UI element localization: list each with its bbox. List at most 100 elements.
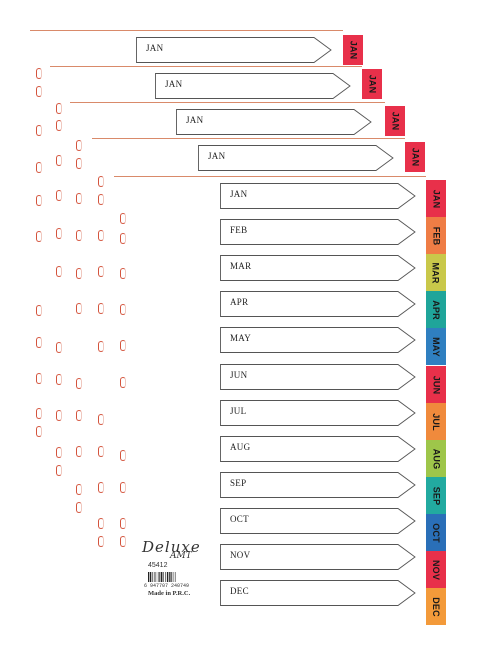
tab-jul[interactable]: JUL: [426, 403, 446, 440]
product-code: 45412: [148, 562, 168, 569]
punch-hole-icon: [56, 447, 62, 458]
tab-may[interactable]: MAY: [426, 328, 446, 365]
arrow-outline-icon: [220, 544, 416, 570]
punch-hole-icon: [76, 158, 82, 169]
punch-hole-icon: [98, 482, 104, 493]
tab-label: JUN: [430, 375, 441, 394]
punch-hole-icon: [120, 450, 126, 461]
tab-sep[interactable]: SEP: [426, 477, 446, 514]
punch-hole-icon: [120, 340, 126, 351]
arrow-outline-icon: [220, 436, 416, 462]
arrow-outline-icon: [220, 219, 416, 245]
arrow-label: MAR: [230, 261, 252, 271]
tab-aug[interactable]: AUG: [426, 440, 446, 477]
brand-subline: AMT: [170, 551, 192, 561]
tab-mar[interactable]: MAR: [426, 254, 446, 291]
tab-jan[interactable]: JAN: [426, 180, 446, 217]
punch-hole-icon: [56, 228, 62, 239]
punch-hole-icon: [120, 536, 126, 547]
tab-jun[interactable]: JUN: [426, 366, 446, 403]
punch-hole-icon: [98, 303, 104, 314]
punch-hole-icon: [98, 176, 104, 187]
arrow-label: NOV: [230, 550, 251, 560]
tab-label: JUL: [430, 412, 441, 431]
brand-label: Deluxe AMT 45412 6 947707 240749 Made in…: [142, 538, 220, 597]
punch-hole-icon: [56, 410, 62, 421]
arrow-label: JAN: [230, 189, 248, 199]
tab-oct[interactable]: OCT: [426, 514, 446, 551]
tab-feb[interactable]: FEB: [426, 217, 446, 254]
arrow-outline-icon: [198, 145, 394, 171]
arrow-outline-icon: [220, 580, 416, 606]
arrow-outline-icon: [220, 364, 416, 390]
punch-hole-icon: [76, 140, 82, 151]
tab-nov[interactable]: NOV: [426, 551, 446, 588]
punch-hole-icon: [120, 377, 126, 388]
tab-label: JAN: [366, 74, 377, 94]
punch-hole-icon: [76, 230, 82, 241]
punch-hole-icon: [76, 484, 82, 495]
tab-dec[interactable]: DEC: [426, 588, 446, 625]
month-arrow-field: JAN: [155, 73, 351, 99]
arrow-label: JAN: [165, 79, 183, 89]
punch-hole-icon: [36, 231, 42, 242]
tab-label: OCT: [430, 522, 441, 543]
tab-label: FEB: [430, 226, 441, 245]
punch-hole-icon: [36, 408, 42, 419]
month-arrow-field: JAN: [176, 109, 372, 135]
tab-jan[interactable]: JAN: [362, 69, 382, 99]
tab-jan[interactable]: JAN: [385, 106, 405, 136]
punch-hole-icon: [120, 268, 126, 279]
punch-hole-icon: [76, 410, 82, 421]
month-arrow-may: MAY: [220, 327, 416, 353]
arrow-label: APR: [230, 297, 249, 307]
month-arrow-sep: SEP: [220, 472, 416, 498]
arrow-label: DEC: [230, 586, 249, 596]
tab-label: APR: [430, 299, 441, 320]
month-arrow-field: JAN: [198, 145, 394, 171]
punch-hole-icon: [98, 194, 104, 205]
barcode-number: 6 947707 240749: [144, 583, 190, 589]
punch-hole-icon: [36, 162, 42, 173]
punch-hole-icon: [36, 373, 42, 384]
punch-hole-icon: [98, 536, 104, 547]
month-arrow-jan: JAN: [220, 183, 416, 209]
arrow-outline-icon: [176, 109, 372, 135]
tab-label: MAR: [431, 261, 442, 284]
month-arrow-mar: MAR: [220, 255, 416, 281]
punch-hole-icon: [76, 446, 82, 457]
month-arrow-oct: OCT: [220, 508, 416, 534]
punch-hole-icon: [120, 482, 126, 493]
arrow-outline-icon: [220, 183, 416, 209]
punch-hole-icon: [76, 303, 82, 314]
punch-hole-icon: [56, 155, 62, 166]
punch-hole-icon: [98, 446, 104, 457]
punch-hole-icon: [36, 68, 42, 79]
tab-apr[interactable]: APR: [426, 291, 446, 328]
arrow-outline-icon: [220, 508, 416, 534]
month-arrow-jun: JUN: [220, 364, 416, 390]
arrow-label: JUN: [230, 370, 248, 380]
punch-hole-icon: [56, 190, 62, 201]
tab-label: AUG: [431, 448, 442, 469]
arrow-outline-icon: [220, 327, 416, 353]
barcode-icon: [148, 572, 176, 582]
tab-label: SEP: [430, 486, 441, 505]
tab-jan[interactable]: JAN: [343, 35, 363, 65]
arrow-outline-icon: [136, 37, 332, 63]
punch-hole-icon: [36, 86, 42, 97]
tab-jan[interactable]: JAN: [405, 142, 425, 172]
brand-name: Deluxe: [142, 538, 201, 556]
tab-label: NOV: [431, 559, 442, 580]
month-arrow-feb: FEB: [220, 219, 416, 245]
punch-hole-icon: [56, 120, 62, 131]
punch-hole-icon: [76, 502, 82, 513]
punch-hole-icon: [36, 305, 42, 316]
arrow-label: MAY: [230, 333, 252, 343]
month-arrow-field: JAN: [136, 37, 332, 63]
punch-hole-icon: [56, 266, 62, 277]
arrow-label: JAN: [186, 115, 204, 125]
month-arrow-nov: NOV: [220, 544, 416, 570]
month-arrow-aug: AUG: [220, 436, 416, 462]
arrow-label: FEB: [230, 225, 248, 235]
